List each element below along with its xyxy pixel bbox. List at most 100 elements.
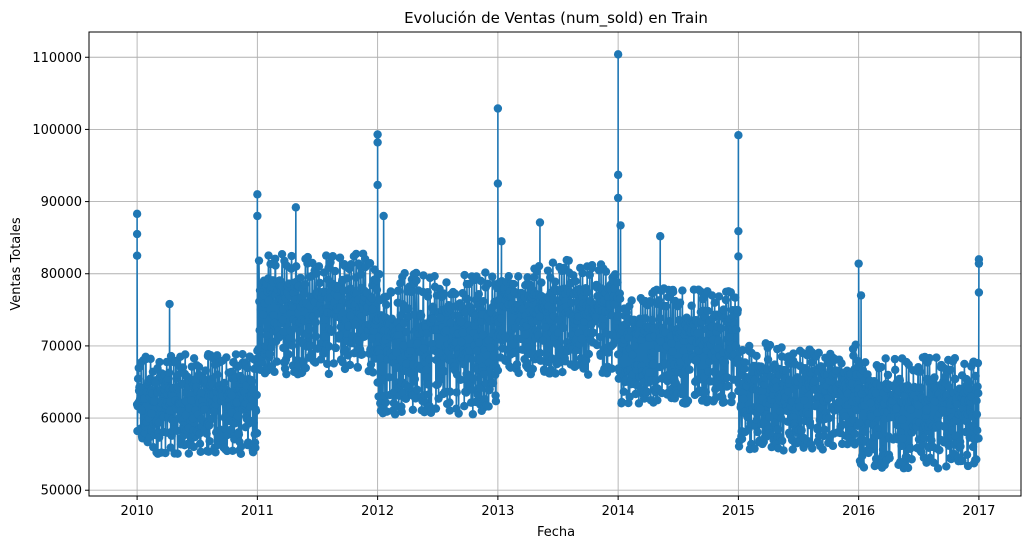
data-point [855,418,864,427]
data-point [866,398,875,408]
data-point [559,323,568,332]
data-point [473,390,482,400]
data-point [442,278,451,287]
data-point [656,232,665,241]
data-point [178,363,188,372]
data-point [891,365,900,375]
data-point [270,254,280,263]
data-point [950,374,960,384]
data-point [727,397,736,407]
y-axis-title: Ventas Totales [9,217,24,310]
data-point [512,360,522,369]
data-point [710,298,719,308]
data-point [511,323,520,333]
data-point [237,442,246,451]
data-point [422,329,432,338]
data-point [960,359,969,369]
data-point [595,332,605,342]
data-point [734,130,743,140]
data-point [597,321,607,330]
data-point [321,332,330,342]
data-point [916,367,925,376]
data-point [757,386,767,396]
y-axis: 50000 60000 70000 80000 90000 100000 110000 [32,51,89,499]
data-point [524,343,534,352]
data-point [720,358,730,367]
data-point [535,312,544,321]
data-point [306,341,315,351]
data-point [249,418,258,427]
data-point [675,298,685,307]
data-point [411,268,421,278]
data-point [837,359,846,368]
data-point [583,370,593,379]
data-point [467,355,477,364]
data-point [312,269,321,278]
data-point [589,328,598,337]
data-point [460,401,469,411]
data-point [463,294,472,304]
data-point [760,380,769,389]
data-point [904,360,913,369]
data-point [327,326,337,335]
data-point [376,353,385,363]
data-point [184,403,194,413]
data-point [305,325,314,334]
data-point [613,312,623,322]
data-point [133,374,143,383]
data-point [683,396,693,406]
data-point [330,266,340,276]
data-point [972,410,982,419]
data-point [592,340,602,350]
data-point [873,431,883,440]
data-point [932,353,941,362]
data-point [962,450,972,459]
data-point [282,369,291,379]
data-point [165,299,174,309]
data-point [974,434,983,443]
data-point [721,295,731,305]
data-point [788,445,797,454]
data-point [253,190,262,199]
x-tick-label: 2010 [121,504,154,519]
data-point [535,348,545,358]
data-point [951,431,960,440]
data-point [610,300,619,309]
data-point [393,286,403,296]
data-point [619,387,628,396]
data-point [161,448,170,458]
data-point [861,427,870,436]
data-point [890,354,900,364]
data-point [295,327,304,336]
data-point [752,351,761,361]
data-point [401,394,411,403]
data-point [907,428,917,437]
data-point [367,334,376,343]
data-point [580,317,589,326]
data-point [714,292,724,301]
data-point [195,439,205,449]
data-point [277,249,287,259]
data-point [254,344,263,353]
data-point [925,353,934,363]
data-point [613,350,623,359]
data-point [236,449,246,459]
x-axis-title: Fecha [537,525,575,540]
data-point [358,349,367,359]
data-point [765,413,774,422]
data-point [252,428,262,438]
data-point [347,259,356,269]
data-point [271,261,280,270]
data-point [763,355,773,364]
data-point [434,348,444,358]
data-point [264,251,273,260]
x-tick-label: 2015 [722,504,755,519]
data-point [892,404,901,413]
data-point [352,289,361,298]
data-point [541,323,550,332]
data-point [147,409,156,418]
data-point [234,430,244,439]
data-point [284,350,293,359]
data-point [365,259,375,268]
data-point [534,261,544,271]
